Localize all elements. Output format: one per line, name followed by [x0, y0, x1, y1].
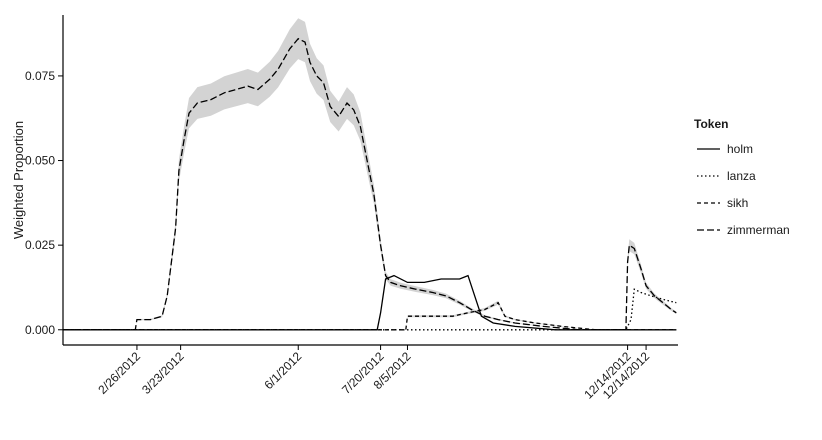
series-line-zimmerman: [63, 37, 677, 331]
legend-label-lanza: lanza: [727, 169, 756, 183]
series-lines: [63, 37, 677, 331]
series-line-sikh: [63, 301, 677, 331]
series-line-holm: [63, 274, 677, 331]
legend: Token holm lanza sikh zimmerman: [694, 117, 790, 237]
legend-label-sikh: sikh: [727, 196, 748, 210]
x-tick-label: 2/26/2012: [95, 349, 143, 397]
legend-label-zimmerman: zimmerman: [727, 223, 790, 237]
y-tick-label: 0.075: [25, 69, 55, 83]
y-axis-ticks: 0.000 0.025 0.050 0.075: [25, 69, 63, 337]
y-axis-title: Weighted Proportion: [11, 121, 26, 239]
x-tick-label: 3/23/2012: [139, 349, 187, 397]
x-tick-label: 6/1/2012: [261, 349, 304, 392]
legend-entries: holm lanza sikh zimmerman: [697, 142, 790, 237]
series-line-lanza: [63, 288, 677, 331]
legend-label-holm: holm: [727, 142, 753, 156]
y-tick-label: 0.050: [25, 154, 55, 168]
confidence-bands: [63, 18, 677, 330]
y-tick-label: 0.000: [25, 323, 55, 337]
y-tick-label: 0.025: [25, 238, 55, 252]
series-band-sikh: [63, 300, 677, 330]
legend-title: Token: [694, 117, 728, 131]
series-band-zimmerman: [63, 18, 677, 330]
